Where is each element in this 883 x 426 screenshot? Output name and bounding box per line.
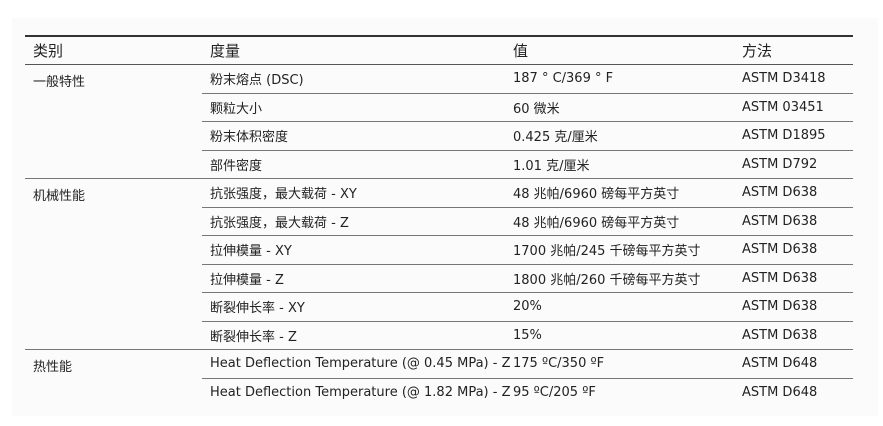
value-cell: 48 兆帕/6960 磅每平方英寸 bbox=[505, 207, 734, 236]
measure-cell: 断裂伸长率 - Z bbox=[202, 321, 505, 350]
measure-cell: 断裂伸长率 - XY bbox=[202, 292, 505, 322]
measure-cell: 部件密度 bbox=[202, 150, 505, 179]
table-header: 类别 度量 值 方法 bbox=[25, 36, 853, 65]
value-cell: 60 微米 bbox=[505, 93, 734, 122]
table-row: 一般特性 粉末熔点 (DSC) 187 ° C/369 ° F ASTM D3418 bbox=[25, 64, 853, 179]
table-row: 颗粒大小 60 微米 ASTM 03451 bbox=[25, 93, 853, 122]
category-cell: 机械性能 bbox=[25, 178, 202, 350]
category-cell: 一般特性 bbox=[25, 64, 202, 179]
value-cell: 48 兆帕/6960 磅每平方英寸 bbox=[505, 178, 734, 208]
header-category: 类别 bbox=[25, 36, 202, 65]
table-row: 断裂伸长率 - XY 20% ASTM D638 bbox=[25, 292, 853, 322]
method-cell: ASTM D648 bbox=[742, 384, 818, 400]
header-measure: 度量 bbox=[202, 36, 505, 65]
method-cell: ASTM D638 bbox=[734, 207, 853, 236]
value-cell: 15% bbox=[505, 321, 734, 350]
value-cell: 95 ºC/205 ºF bbox=[513, 384, 596, 400]
value-cell: 1800 兆帕/260 千磅每平方英寸 bbox=[505, 264, 734, 293]
method-cell: ASTM D3418 bbox=[734, 64, 853, 94]
value-cell: 1700 兆帕/245 千磅每平方英寸 bbox=[505, 235, 734, 265]
measure-cell: 拉伸模量 - XY bbox=[202, 235, 505, 265]
value-cell: 175 ºC/350 ºF bbox=[505, 349, 734, 379]
measure-cell: 抗张强度，最大载荷 - Z bbox=[202, 207, 505, 236]
value-cell: 1.01 克/厘米 bbox=[505, 150, 734, 179]
table-row: 拉伸模量 - Z 1800 兆帕/260 千磅每平方英寸 ASTM D638 bbox=[25, 264, 853, 293]
method-cell: ASTM D638 bbox=[734, 321, 853, 350]
method-cell: ASTM D638 bbox=[734, 178, 853, 208]
measure-cell: 抗张强度，最大载荷 - XY bbox=[202, 178, 505, 208]
method-cell: ASTM D648 bbox=[734, 349, 853, 379]
table-row: 拉伸模量 - XY 1700 兆帕/245 千磅每平方英寸 ASTM D638 bbox=[25, 235, 853, 265]
value-cell: 20% bbox=[505, 292, 734, 322]
table-row: 部件密度 1.01 克/厘米 ASTM D792 bbox=[25, 150, 853, 179]
measure-cell: Heat Deflection Temperature (@ 0.45 MPa)… bbox=[202, 349, 510, 379]
header-value: 值 bbox=[505, 36, 734, 65]
method-cell: ASTM D1895 bbox=[734, 121, 853, 151]
category-cell: 热性能 bbox=[33, 360, 73, 375]
properties-table: 类别 度量 值 方法 一般特性 粉末熔点 (DSC) 187 ° C/369 ° F… bbox=[25, 35, 853, 406]
measure-cell: Heat Deflection Temperature (@ 1.82 MPa)… bbox=[210, 384, 511, 400]
value-cell: 187 ° C/369 ° F bbox=[505, 64, 734, 94]
measure-cell: 粉末熔点 (DSC) bbox=[202, 64, 505, 94]
method-cell: ASTM 03451 bbox=[734, 93, 853, 122]
table-row: 粉末体积密度 0.425 克/厘米 ASTM D1895 bbox=[25, 121, 853, 151]
table-row: Heat Deflection Temperature (@ 1.82 MPa)… bbox=[25, 378, 853, 406]
header-method: 方法 bbox=[734, 36, 853, 65]
method-cell: ASTM D792 bbox=[734, 150, 853, 179]
table-row: 机械性能 抗张强度，最大载荷 - XY 48 兆帕/6960 磅每平方英寸 ASTM … bbox=[25, 178, 853, 350]
measure-cell: 拉伸模量 - Z bbox=[202, 264, 505, 293]
method-cell: ASTM D638 bbox=[734, 264, 853, 293]
measure-cell: 颗粒大小 bbox=[202, 93, 505, 122]
table-row: 抗张强度，最大载荷 - Z 48 兆帕/6960 磅每平方英寸 ASTM D638 bbox=[25, 207, 853, 236]
table-row: 热性能 Heat Deflection Temperature (@ 0.45 M… bbox=[25, 349, 853, 379]
method-cell: ASTM D638 bbox=[734, 235, 853, 265]
method-cell: ASTM D638 bbox=[734, 292, 853, 322]
measure-cell: 粉末体积密度 bbox=[202, 121, 505, 151]
table-row: 断裂伸长率 - Z 15% ASTM D638 bbox=[25, 321, 853, 350]
value-cell: 0.425 克/厘米 bbox=[505, 121, 734, 151]
